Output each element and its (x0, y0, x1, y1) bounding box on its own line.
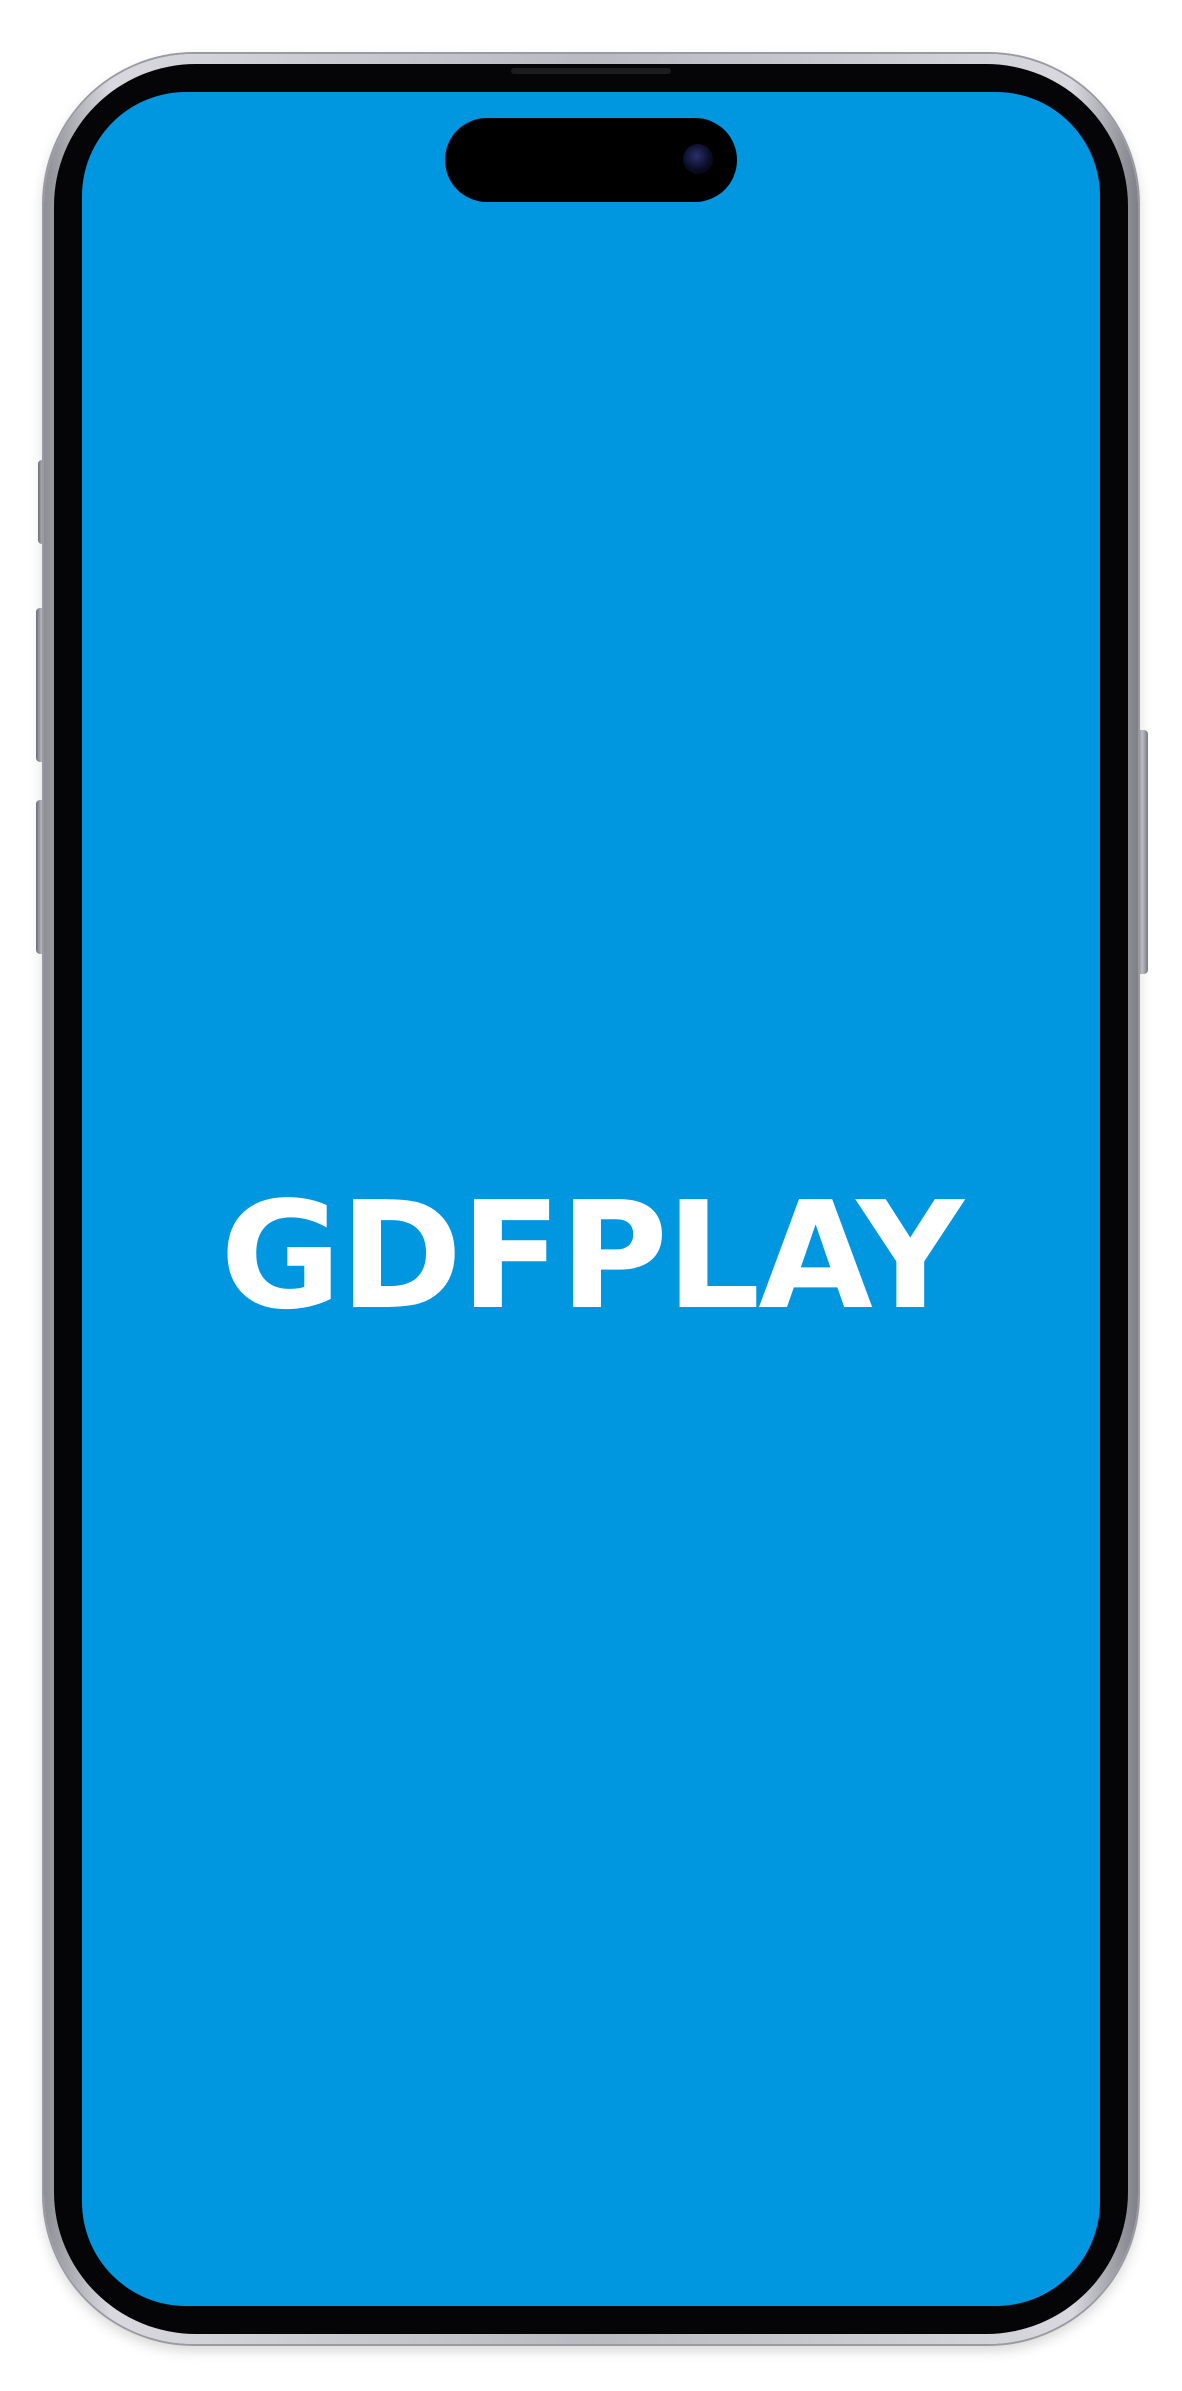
power-button (1136, 730, 1148, 974)
earpiece-speaker (511, 68, 671, 74)
front-camera-icon (683, 144, 713, 174)
dynamic-island (445, 118, 737, 202)
phone-bezel: GDFPLAY (54, 64, 1128, 2334)
action-button (38, 460, 48, 544)
app-splash-screen[interactable]: GDFPLAY (82, 92, 1100, 2306)
phone-frame: GDFPLAY (44, 54, 1138, 2344)
brand-logo: GDFPLAY (220, 1170, 964, 1342)
